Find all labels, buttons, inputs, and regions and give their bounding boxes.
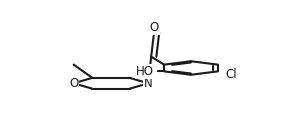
Text: N: N xyxy=(144,77,153,90)
Text: HO: HO xyxy=(136,65,154,78)
Text: O: O xyxy=(149,21,159,34)
Text: O: O xyxy=(69,77,78,90)
Text: Cl: Cl xyxy=(225,68,237,81)
